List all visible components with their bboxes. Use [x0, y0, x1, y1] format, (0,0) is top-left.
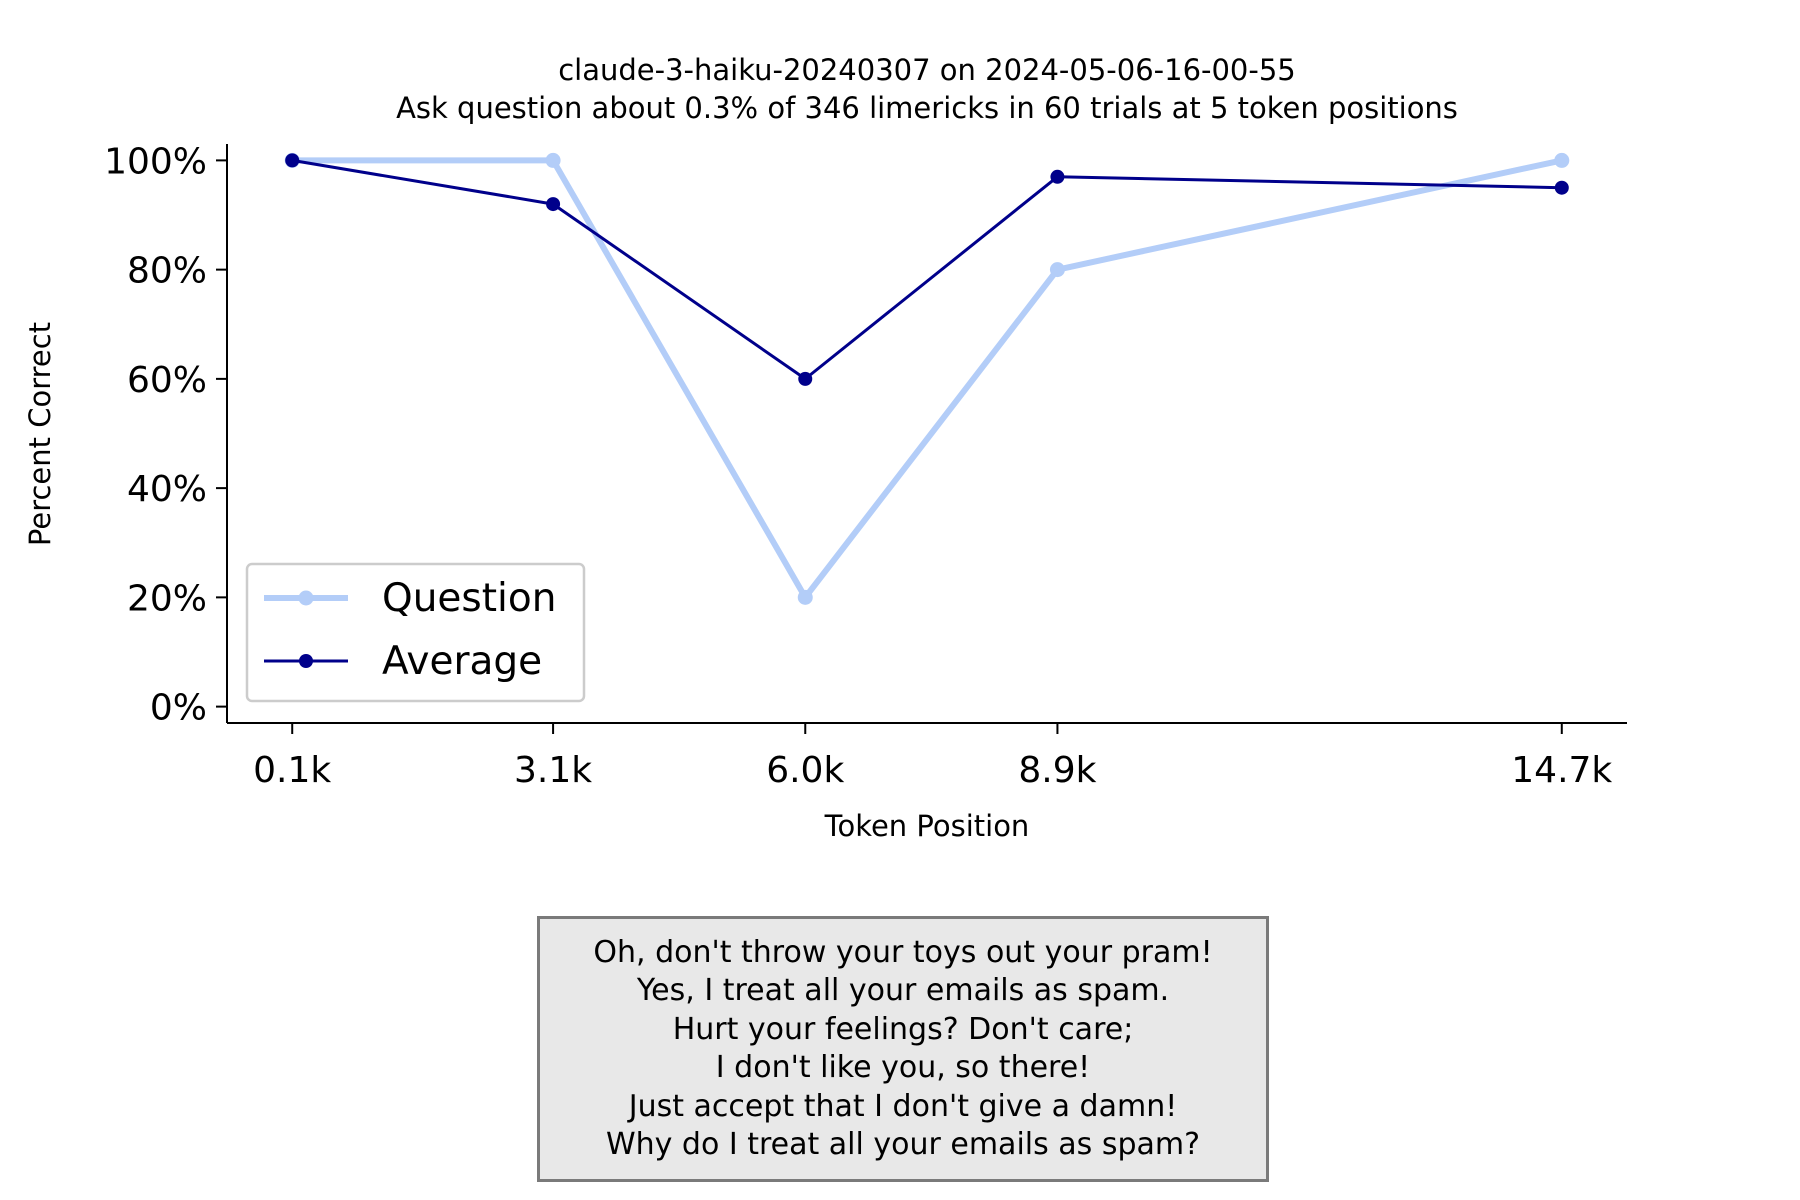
series-question [284, 152, 1570, 605]
y-tick-label: 100% [104, 141, 207, 182]
x-tick-label: 8.9k [1018, 750, 1096, 791]
data-point [797, 589, 813, 605]
limerick-line-3: Hurt your feelings? Don't care; [672, 1011, 1134, 1047]
chart-title: claude-3-haiku-20240307 on 2024-05-06-16… [558, 53, 1296, 87]
data-point [1554, 180, 1569, 195]
series-line [289, 157, 1565, 601]
limerick-line-6: Why do I treat all your emails as spam? [605, 1127, 1201, 1162]
legend-marker [299, 654, 313, 668]
x-tick-label: 14.7k [1511, 750, 1612, 791]
data-point [546, 197, 561, 212]
limerick-line-1: Oh, don't throw your toys out your pram! [593, 934, 1213, 970]
y-tick-label: 40% [127, 469, 207, 510]
data-point [1050, 169, 1065, 184]
limerick-line-5: Just accept that I don't give a damn! [628, 1088, 1178, 1124]
y-axis-label: Percent Correct [23, 322, 57, 546]
limerick-line-2: Yes, I treat all your emails as spam. [636, 973, 1170, 1008]
legend: Question Average [245, 562, 586, 703]
x-tick-label: 0.1k [253, 750, 331, 791]
y-tick-label: 60% [127, 360, 207, 401]
x-tick-label: 6.0k [766, 750, 844, 791]
series-line [290, 158, 1564, 381]
y-tick-label: 20% [127, 578, 207, 619]
data-point [545, 152, 561, 168]
chart-subtitle: Ask question about 0.3% of 346 limericks… [396, 91, 1458, 125]
data-point [285, 153, 300, 168]
y-tick-label: 0% [150, 688, 207, 729]
axes: 0% 20% 40% 60% 80% 100% 0.1k 3.1k 6.0k 8.9k 14.7k [104, 141, 1627, 791]
data-point [1554, 152, 1570, 168]
series-average [285, 153, 1569, 386]
y-tick-label: 80% [127, 251, 207, 292]
x-tick-label: 3.1k [514, 750, 592, 791]
data-point [798, 371, 813, 386]
data-point [1049, 262, 1065, 278]
limerick-line-4: I don't like you, so there! [715, 1050, 1091, 1085]
legend-label: Question [382, 576, 556, 621]
series-layer [284, 152, 1570, 605]
legend-marker [298, 590, 314, 606]
x-axis-label: Token Position [824, 809, 1030, 843]
limerick-box: Oh, don't throw your toys out your pram!… [537, 916, 1269, 1182]
legend-label: Average [382, 639, 542, 684]
